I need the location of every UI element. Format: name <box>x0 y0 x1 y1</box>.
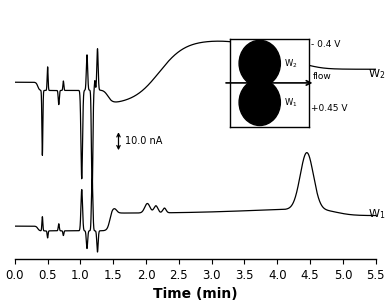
Text: +0.45 V: +0.45 V <box>312 104 348 113</box>
X-axis label: Time (min): Time (min) <box>153 287 238 301</box>
Text: W$_2$: W$_2$ <box>368 67 385 81</box>
Text: 10.0 nA: 10.0 nA <box>125 136 162 146</box>
Text: - 0.4 V: - 0.4 V <box>312 40 341 49</box>
Text: flow: flow <box>312 72 331 81</box>
Text: W$_1$: W$_1$ <box>368 208 385 221</box>
